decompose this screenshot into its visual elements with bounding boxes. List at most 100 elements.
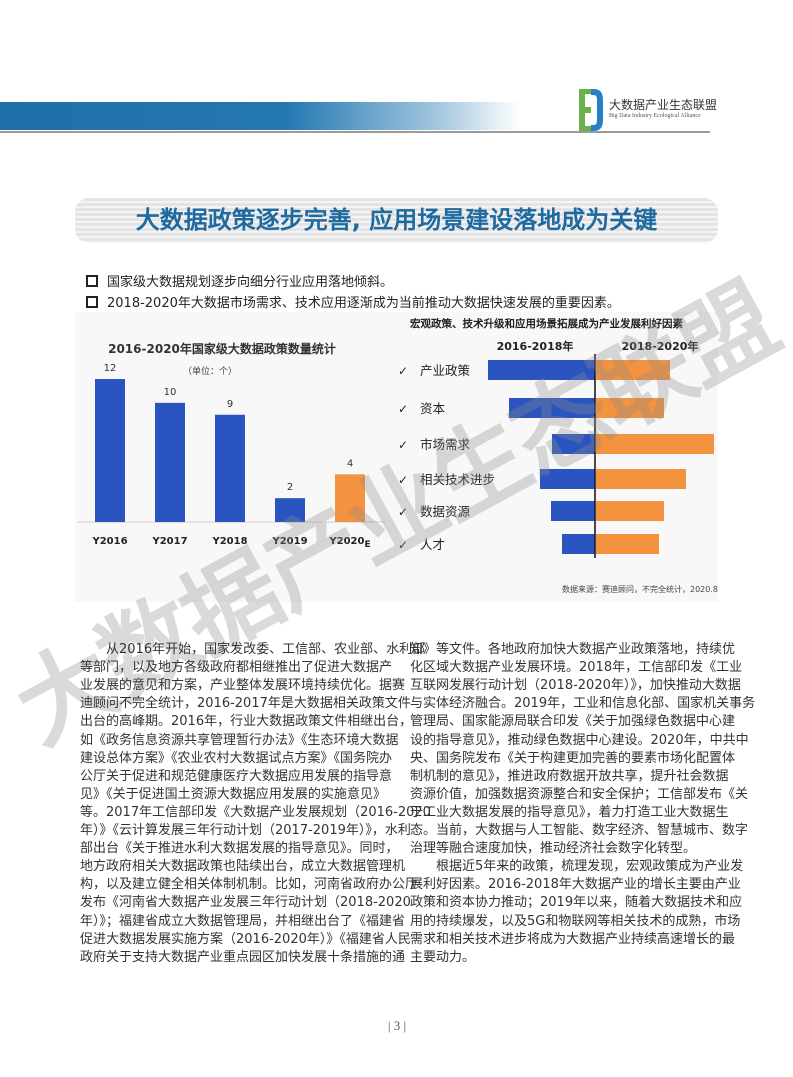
bar-right-人才 [596,534,659,554]
body-text-line: 见》《关于促进国土资源大数据应用发展的实施意见》 [80,786,386,802]
body-text-line: 态。当前，大数据与人工智能、数字经济、智慧城市、数字 [410,823,749,838]
bullet-text: 2018-2020年大数据市场需求、技术应用逐渐成为当前推动大数据快速发展的重要… [107,296,620,311]
bar-Y2019 [275,498,305,522]
body-text-line: 主要动力。 [410,949,476,965]
body-text-line: 构，以及建立健全相关体制机制。比如，河南省政府办公厅 [80,877,419,893]
check-icon: ✓ [398,538,408,552]
bar-value-label: 4 [347,458,353,469]
body-text-line: 展利好因素。2016-2018年大数据产业的增长主要由产业 [410,877,741,893]
body-text-line: 迪顾问不完全统计，2016-2017年是大数据相关政策文件 [80,696,411,712]
bar-Y2020 [335,474,365,522]
x-tick-label: Y2019 [271,536,307,547]
x-tick-text: Y2019 [271,536,307,547]
alliance-logo-icon [579,89,603,131]
x-tick-text: Y2017 [151,536,187,547]
factor-label: 市场需求 [420,437,471,452]
header-divider [0,131,710,133]
bar-left-产业政策 [488,360,595,380]
page-title: 大数据政策逐步完善, 应用场景建设落地成为关键 [135,206,658,234]
body-text-line: 地方政府相关大数据政策也陆续出台，成立大数据管理机 [80,859,406,875]
square-bullet-icon [86,296,98,308]
factor-label: 数据资源 [420,504,471,519]
bar-left-市场需求 [552,434,595,454]
check-icon: ✓ [398,364,408,378]
body-text-line: 知》等文件。各地政府加快大数据产业政策落地，持续优 [410,642,736,657]
diverging-chart-title: 宏观政策、技术升级和应用场景拓展成为产业发展利好因素 [410,317,683,330]
check-icon: ✓ [398,438,408,452]
bar-value-label: 9 [227,399,233,410]
x-tick-label: Y2017 [151,536,187,547]
body-text-line: 等。2017年工信部印发《大数据产业发展规划（2016-2020 [80,804,431,820]
body-text-line: 化区域大数据产业发展环境。2018年，工信部印发《工业 [410,660,743,676]
bar-right-资本 [596,398,664,418]
x-tick-text: Y2018 [211,536,247,547]
bar-left-资本 [509,398,595,418]
bar-right-数据资源 [596,501,664,521]
body-text-line: 与实体经济融合。2019年，工业和信息化部、国家机关事务 [410,696,756,712]
page-number: | 3 | [387,1018,407,1033]
check-icon: ✓ [398,505,408,519]
factor-label: 产业政策 [420,363,471,378]
logo-name-cn: 大数据产业生态联盟 [609,98,718,112]
body-text-line: 部出台《关于推进水利大数据发展的指导意见》。同时， [80,841,399,857]
body-text-line: 促进大数据发展实施方案（2016-2020年）》《福建省人民 [80,931,411,947]
body-text-line: 公厅关于促进和规范健康医疗大数据应用发展的指导意 [80,768,393,784]
bullet-item: 2018-2020年大数据市场需求、技术应用逐渐成为当前推动大数据快速发展的重要… [86,292,620,311]
body-text-line: 设的指导意见》，推动绿色数据中心建设。2020年，中共中 [410,732,749,748]
bar-left-数据资源 [551,501,595,521]
body-text-line: 互联网发展行动计划（2018-2020年）》，加快推动大数据 [410,678,741,694]
series-label-left: 2016-2018年 [497,339,574,353]
bar-right-产业政策 [596,360,670,380]
body-text-line: 建设总体方案》《农业农村大数据试点方案》《国务院办 [80,750,393,766]
body-text-line: 发布《河南省大数据产业发展三年行动计划（2018-2020 [80,895,411,911]
bar-left-人才 [562,534,595,554]
bar-right-市场需求 [596,434,714,454]
body-text-line: 从2016年开始，国家发改委、工信部、农业部、水利部 [80,642,426,657]
bar-left-相关技术进步 [540,469,595,489]
header-gradient-bar [0,102,520,130]
title-banner [75,198,718,243]
body-text-line: 年）》；福建省成立大数据管理局，并相继出台了《福建省 [80,913,406,929]
check-icon: ✓ [398,473,408,487]
body-text-line: 出台的高峰期。2016年，行业大数据政策文件相继出台， [80,714,413,730]
body-text-line: 治理等融合速度加快，推动经济社会数字化转型。 [410,841,697,857]
bullet-text: 国家级大数据规划逐步向细分行业应用落地倾斜。 [107,275,394,290]
body-text-line: 需求和相关技术进步将成为大数据产业持续高速增长的最 [410,931,736,947]
body-text-line: 根据近5年来的政策，梳理发现，宏观政策成为产业发 [410,859,744,875]
x-tick-label: Y2018 [211,536,247,547]
data-source-note: 数据来源：赛迪顾问，不完全统计，2020.8 [562,584,718,594]
bar-chart-unit: （单位：个） [183,365,237,377]
body-text-line: 资源价值，加强数据资源整合和安全保护；工信部发布《关 [410,786,749,802]
x-tick-label: Y2016 [91,536,127,547]
x-tick-suffix: E [364,540,370,550]
check-icon: ✓ [398,402,408,416]
square-bullet-icon [86,275,98,287]
x-tick-text: Y2016 [91,536,127,547]
bar-Y2018 [215,414,245,522]
bar-chart-title: 2016-2020年国家级大数据政策数量统计 [108,341,336,356]
bar-Y2016 [95,379,125,522]
body-text-line: 政府关于支持大数据产业重点园区加快发展十条措施的通 [80,949,406,965]
body-text-line: 央、国务院发布《关于构建更加完善的要素市场化配置体 [410,750,736,766]
body-text-line: 年）》《云计算发展三年行动计划（2017-2019年）》，水利 [80,823,411,838]
body-text-line: 于工业大数据发展的指导意见》，着力打造工业大数据生 [410,804,729,820]
factor-label: 人才 [420,537,445,552]
x-tick-text: Y2020 [328,536,364,547]
factor-label: 资本 [420,401,446,416]
body-text-line: 政策和资本协力推动；2019年以来，随着大数据技术和应 [410,895,743,911]
x-tick-label: Y2020E [328,536,370,550]
bullet-item: 国家级大数据规划逐步向细分行业应用落地倾斜。 [86,271,393,290]
body-text-line: 等部门，以及地方各级政府都相继推出了促进大数据产 [80,660,393,676]
bar-right-相关技术进步 [596,469,686,489]
factor-label: 相关技术进步 [420,472,495,487]
bar-Y2017 [155,402,185,522]
logo-name-en: Big Data Industry Ecological Alliance [609,113,701,119]
body-text-line: 制机制的意见》，推进政府数据开放共享，提升社会数据 [410,768,729,784]
series-label-right: 2018-2020年 [622,339,699,353]
body-text-line: 业发展的意见和方案，产业整体发展环境持续优化。据赛 [80,678,406,694]
body-text-line: 用的持续爆发，以及5G和物联网等相关技术的成熟，市场 [410,913,741,929]
body-text-line: 如《政务信息资源共享管理暂行办法》《生态环境大数据 [80,732,399,748]
bar-value-label: 2 [287,482,293,493]
body-text-line: 管理局、国家能源局联合印发《关于加强绿色数据中心建 [410,714,736,730]
